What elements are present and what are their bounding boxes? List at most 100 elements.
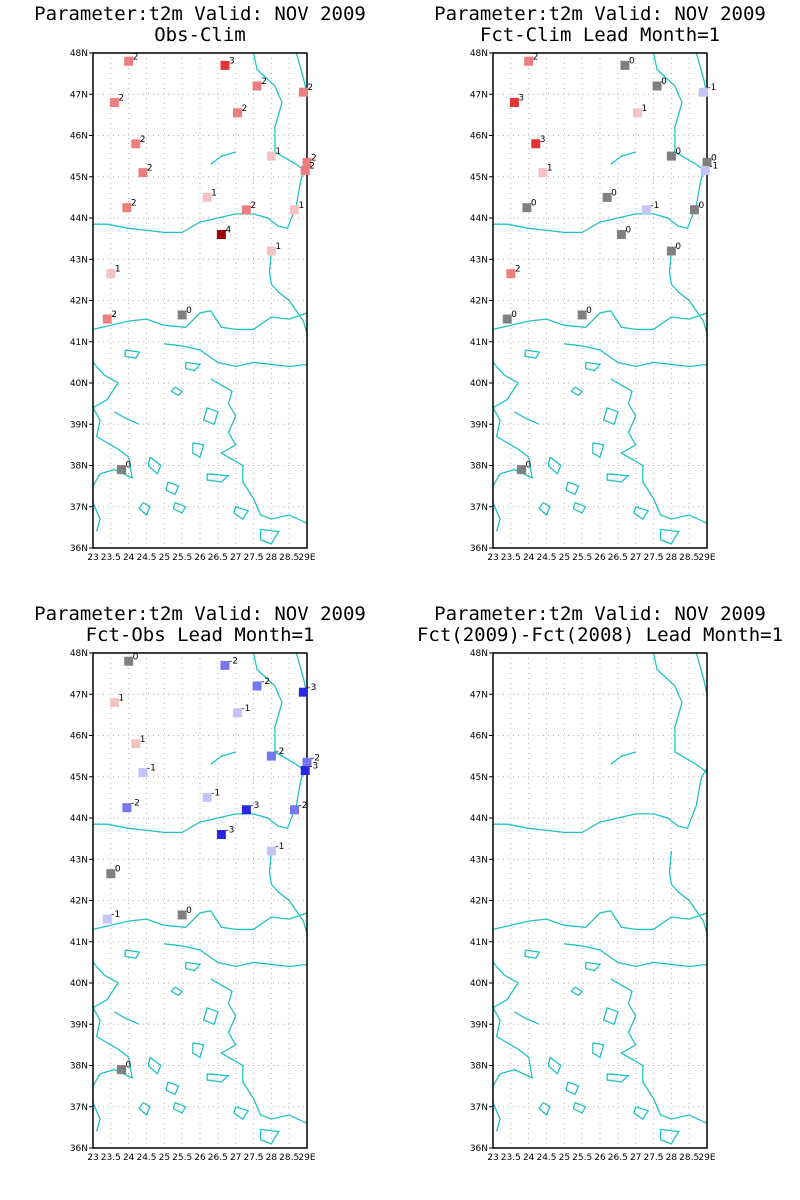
station-value-label: -1 — [709, 162, 718, 172]
coastline — [606, 1073, 631, 1083]
station-value-label: 2 — [309, 162, 315, 172]
coastline — [492, 910, 708, 931]
lon-tick-label: 27 — [230, 553, 241, 563]
station-marker — [266, 151, 276, 161]
lat-tick-label: 45N — [470, 173, 488, 183]
station-marker — [690, 205, 700, 215]
station-value-label: 1 — [140, 735, 146, 745]
station-value-label: 0 — [186, 306, 192, 316]
coastline — [610, 378, 708, 524]
coastline — [686, 768, 708, 829]
map-grid — [93, 53, 307, 548]
station-marker — [202, 192, 212, 202]
panel-fct-clim: Parameter:t2m Valid: NOV 2009 Fct-Clim L… — [434, 3, 766, 563]
coastline — [572, 1101, 587, 1114]
coastline — [286, 168, 308, 229]
coastline — [170, 386, 184, 397]
station-marker — [122, 203, 132, 213]
lat-tick-label: 39N — [470, 1020, 488, 1030]
panel-fct-diff: Parameter:t2m Valid: NOV 2009 Fct(2009)-… — [417, 603, 783, 1163]
panel-fct-obs: Parameter:t2m Valid: NOV 2009 Fct-Obs Le… — [34, 603, 366, 1163]
lat-tick-label: 47N — [70, 690, 88, 700]
lon-tick-label: 24.5 — [136, 1153, 156, 1163]
coastline — [492, 1102, 501, 1132]
lat-tick-label: 43N — [470, 855, 488, 865]
station-marker — [290, 805, 300, 815]
coastline — [92, 910, 308, 931]
lat-tick-label: 40N — [70, 379, 88, 389]
station-marker — [290, 205, 300, 215]
station-marker — [652, 81, 662, 91]
station-value-label: 1 — [299, 201, 305, 211]
lon-tick-label: 25.5 — [172, 553, 192, 563]
panel-title-line2: Fct-Clim Lead Month=1 — [480, 24, 720, 46]
lat-tick-label: 39N — [470, 420, 488, 430]
station-value-label: 0 — [115, 865, 121, 875]
lon-tick-label: 25 — [159, 1153, 170, 1163]
station-marker — [131, 139, 141, 149]
station-marker — [616, 230, 626, 239]
panel-title-line1: Parameter:t2m Valid: NOV 2009 — [34, 3, 366, 25]
lon-tick-label: 28 — [666, 1153, 678, 1163]
coastline — [547, 456, 562, 475]
panel-title-line1: Parameter:t2m Valid: NOV 2009 — [34, 603, 366, 625]
station-value-label: 2 — [147, 164, 153, 174]
map-grid — [493, 653, 707, 1148]
lat-tick-label: 37N — [70, 503, 88, 513]
coastline — [564, 943, 708, 968]
map-grid — [93, 653, 307, 1148]
station-value-label: -2 — [131, 799, 140, 809]
lat-tick-label: 41N — [70, 938, 88, 948]
lon-tick-label: 23.5 — [501, 1153, 521, 1163]
coastline — [633, 1106, 650, 1121]
station-value-label: 3 — [518, 94, 524, 104]
lon-tick-label: 26 — [594, 1153, 606, 1163]
lon-tick-label: 24.5 — [136, 553, 156, 563]
coastline — [652, 652, 708, 774]
station-marker — [241, 205, 251, 215]
station-value-label: 1 — [275, 147, 281, 157]
lon-tick-label: 26 — [194, 1153, 206, 1163]
lon-tick-label: 28.5 — [679, 553, 699, 563]
station-value-label: -1 — [275, 842, 284, 852]
station-marker — [531, 139, 541, 149]
lon-tick-label: 24 — [523, 1153, 535, 1163]
coastline — [570, 986, 584, 997]
lat-tick-label: 42N — [470, 897, 488, 907]
lat-tick-label: 44N — [70, 214, 88, 224]
lat-tick-label: 36N — [70, 544, 88, 554]
coastline — [252, 652, 308, 774]
station-value-label: -1 — [241, 704, 250, 714]
lon-tick-label: 23.5 — [101, 553, 121, 563]
station-value-label: 3 — [229, 56, 235, 66]
lon-tick-label: 27.5 — [643, 1153, 663, 1163]
station-marker — [131, 739, 141, 749]
station-value-label: 0 — [531, 199, 537, 209]
lat-tick-label: 37N — [470, 503, 488, 513]
lon-tick-label: 25.5 — [172, 1153, 192, 1163]
station-value-label: 0 — [511, 310, 517, 320]
coastline — [286, 768, 308, 829]
coastline — [514, 411, 540, 425]
station-marker — [266, 751, 276, 761]
station-marker — [106, 269, 116, 279]
station-marker — [602, 192, 612, 202]
panel-obs-clim: Parameter:t2m Valid: NOV 2009 Obs-Clim 3… — [34, 3, 366, 563]
lat-tick-label: 41N — [70, 338, 88, 348]
coastline — [538, 1102, 551, 1117]
coastline — [492, 961, 534, 1087]
lon-tick-label: 24 — [123, 1153, 135, 1163]
lon-tick-label: 23 — [87, 1153, 98, 1163]
coastline — [147, 1056, 162, 1075]
station-marker — [122, 803, 132, 813]
coastline — [585, 361, 602, 372]
lon-tick-label: 25 — [559, 1153, 570, 1163]
lat-tick-label: 45N — [470, 773, 488, 783]
lat-tick-label: 46N — [70, 732, 88, 742]
station-marker — [298, 687, 308, 697]
station-value-label: 0 — [629, 56, 635, 66]
station-markers: 0 -2-2-31-11-2-1-2-3-1-2 -3 -2-3-10-1 00 — [102, 652, 320, 1075]
coastline — [92, 1102, 101, 1132]
lon-tick-label: 26.5 — [608, 553, 628, 563]
